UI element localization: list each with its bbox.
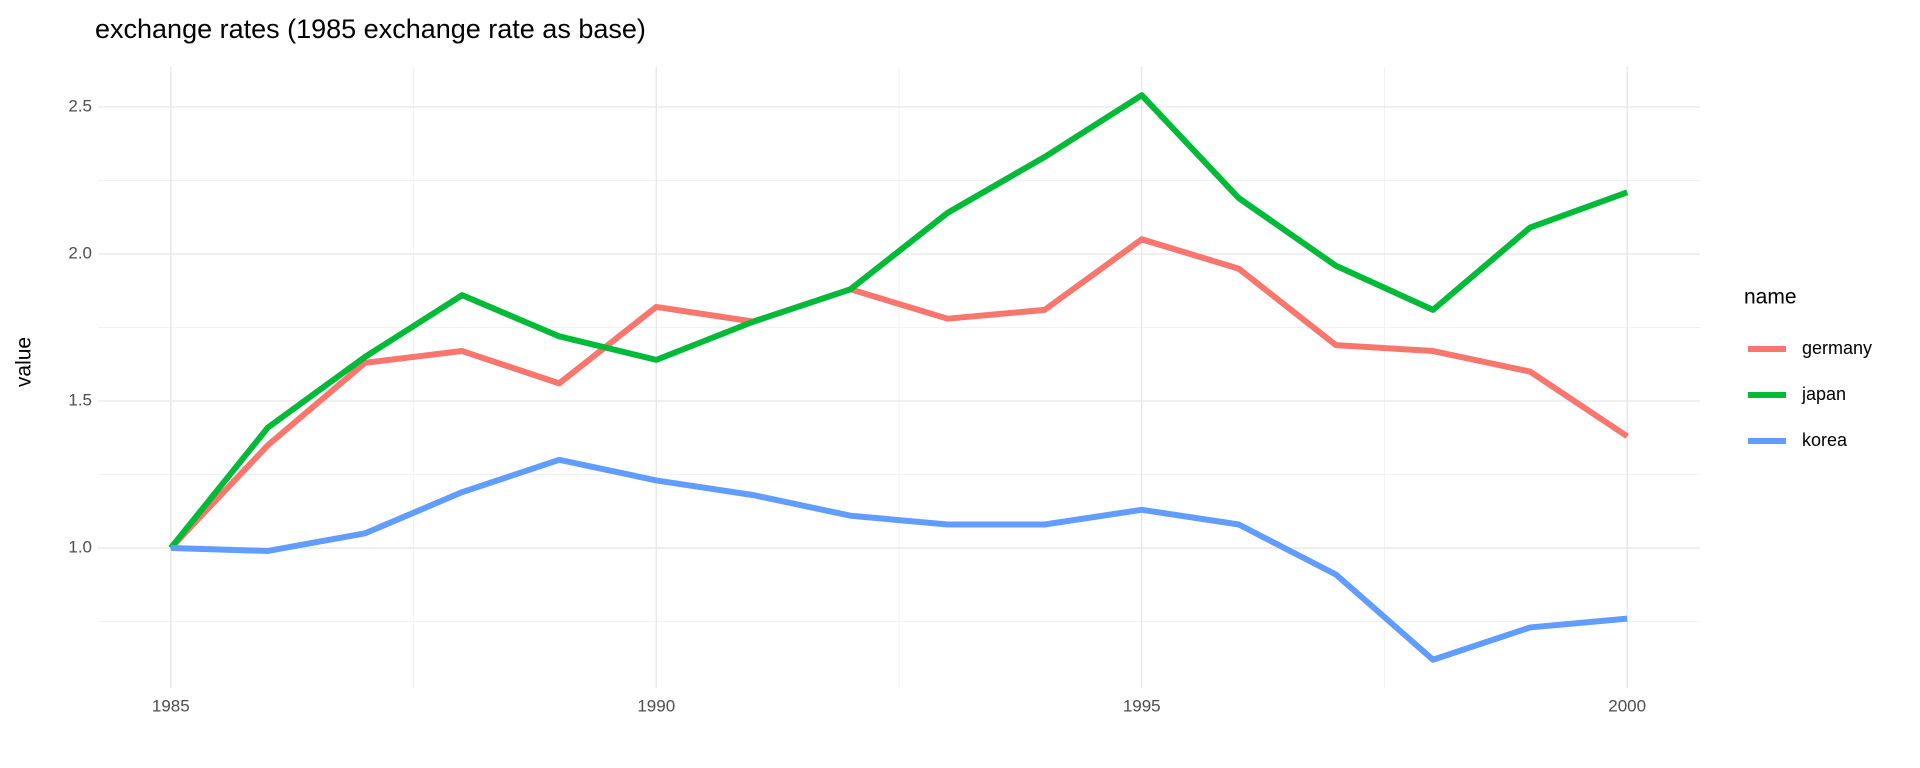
x-tick-label: 1985 (152, 696, 190, 715)
legend-label: japan (1801, 384, 1846, 404)
series-line (170, 456, 1628, 663)
x-tick-label: 1995 (1123, 696, 1161, 715)
x-tick-label: 2000 (1608, 696, 1646, 715)
legend-label: korea (1802, 430, 1848, 450)
series-line (168, 92, 1629, 550)
legend-title: name (1744, 286, 1797, 309)
legend-label: germany (1802, 338, 1872, 358)
y-axis-title: value (13, 337, 36, 387)
chart-title: exchange rates (1985 exchange rate as ba… (95, 14, 646, 44)
x-tick-label: 1990 (637, 696, 675, 715)
y-tick-label: 1.5 (68, 391, 92, 410)
series-line (168, 236, 1629, 551)
y-tick-label: 2.0 (68, 243, 92, 262)
y-tick-label: 2.5 (68, 96, 92, 115)
y-tick-label: 1.0 (68, 538, 92, 557)
